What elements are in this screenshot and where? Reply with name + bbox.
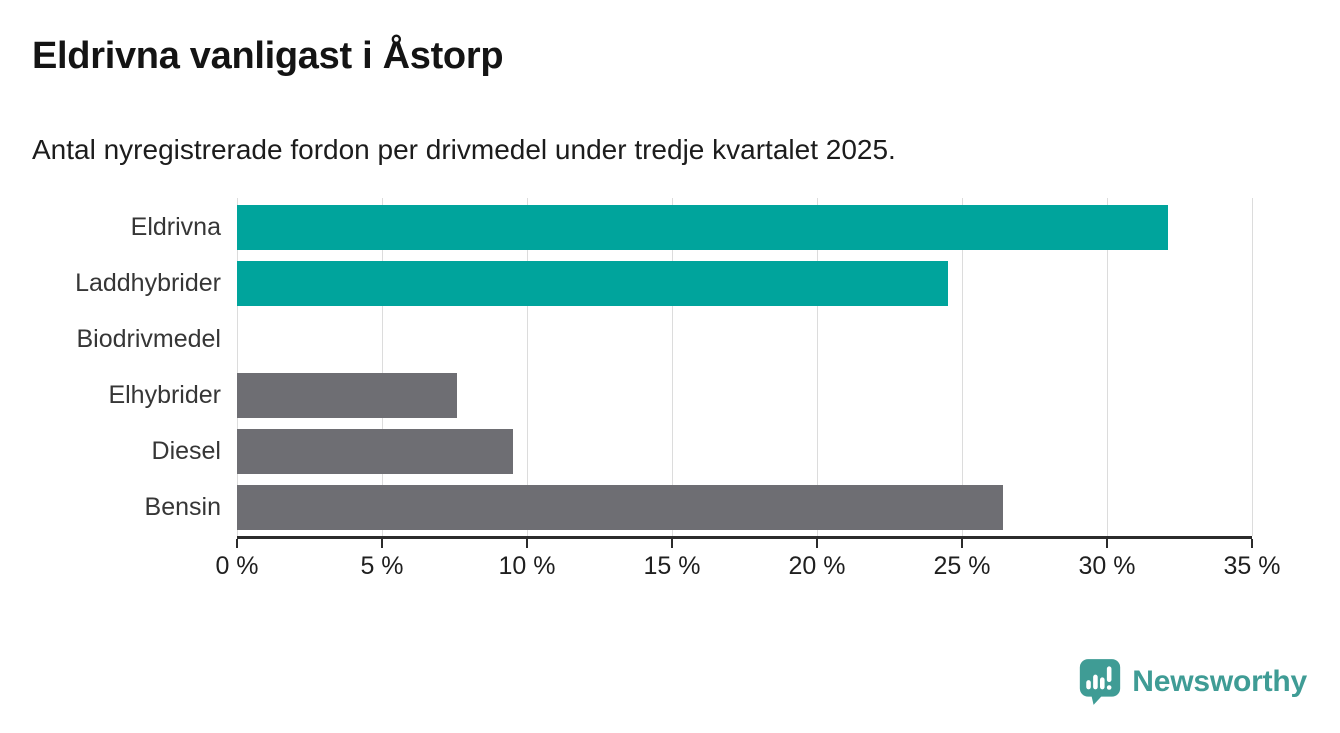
axis-tick-30 xyxy=(1106,538,1108,548)
category-label: Diesel xyxy=(151,437,221,466)
bar-diesel xyxy=(237,429,513,475)
axis-tick-15 xyxy=(671,538,673,548)
gridline-35 xyxy=(1252,197,1253,536)
bar-laddhybrider xyxy=(237,261,948,307)
bar-rows: Eldrivna Laddhybrider Biodrivmedel Elhybrid… xyxy=(32,200,1252,536)
axis-tick-label: 35 % xyxy=(1223,551,1281,580)
chart-row: Diesel xyxy=(32,424,1252,480)
bar-track xyxy=(237,485,1252,531)
brand-footer: Newsworthy xyxy=(1078,658,1307,706)
category-label: Laddhybrider xyxy=(75,269,221,298)
plot-area: Eldrivna Laddhybrider Biodrivmedel Elhybrid… xyxy=(32,197,1253,536)
chart-row: Biodrivmedel xyxy=(32,312,1252,368)
bar-track xyxy=(237,429,1252,475)
newsworthy-logo-icon xyxy=(1080,659,1121,705)
bar-track xyxy=(237,205,1252,251)
axis-tick-label: 15 % xyxy=(643,551,701,580)
bar-chart: Eldrivna Laddhybrider Biodrivmedel Elhybrid… xyxy=(32,197,1280,585)
axis-tick-label: 10 % xyxy=(498,551,556,580)
bar-elhybrider xyxy=(237,373,458,419)
chart-subtitle: Antal nyregistrerade fordon per drivmede… xyxy=(32,133,896,165)
category-label: Biodrivmedel xyxy=(76,325,221,354)
axis-tick-label: 25 % xyxy=(933,551,991,580)
axis-tick-25 xyxy=(961,538,963,548)
bar-track xyxy=(237,373,1252,419)
axis-tick-10 xyxy=(526,538,528,548)
bar-eldrivna xyxy=(237,205,1168,251)
chart-row: Elhybrider xyxy=(32,368,1252,424)
axis-tick-35 xyxy=(1251,538,1253,548)
axis-tick-5 xyxy=(381,538,383,548)
bar-bensin xyxy=(237,485,1003,531)
chart-row: Bensin xyxy=(32,480,1252,536)
category-label: Elhybrider xyxy=(108,381,221,410)
axis-tick-label: 0 % xyxy=(215,551,259,580)
axis-tick-label: 5 % xyxy=(360,551,404,580)
chart-row: Eldrivna xyxy=(32,200,1252,256)
axis-tick-label: 30 % xyxy=(1078,551,1136,580)
x-axis: 0 % 5 % 10 % 15 % 20 % 25 % 30 % 35 % xyxy=(215,535,1280,585)
bar-track xyxy=(237,317,1252,362)
chart-row: Laddhybrider xyxy=(32,256,1252,312)
brand-name: Newsworthy xyxy=(1132,665,1307,698)
category-label: Bensin xyxy=(144,493,221,522)
chart-title: Eldrivna vanligast i Åstorp xyxy=(32,35,504,77)
axis-tick-label: 20 % xyxy=(788,551,846,580)
category-label: Eldrivna xyxy=(130,213,221,242)
axis-tick-0 xyxy=(236,538,238,548)
bar-track xyxy=(237,261,1252,307)
axis-tick-20 xyxy=(816,538,818,548)
